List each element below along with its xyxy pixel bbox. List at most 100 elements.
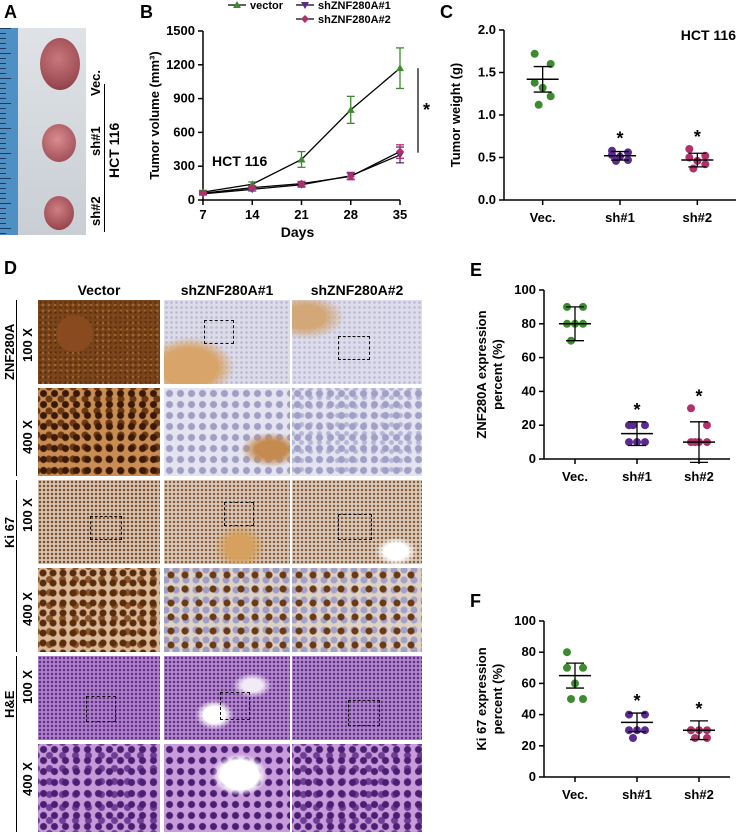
- y-tick-label: 40: [522, 383, 536, 398]
- significance-mark: *: [616, 129, 623, 149]
- col-header-vector: Vector: [77, 282, 121, 298]
- group-label-he: H&E: [2, 690, 17, 718]
- group-label-ki67: Ki 67: [2, 516, 17, 548]
- data-point: [530, 49, 539, 58]
- panel-letter-c: C: [440, 2, 453, 22]
- mag-label-1: 100 X: [20, 328, 35, 362]
- he-vec-400x: [38, 744, 160, 832]
- chart-e: E 0 20 40 60 80 100 ZNF280A expression percent …: [470, 260, 730, 484]
- y-axis-label: percent (%): [490, 339, 505, 410]
- group-label-znf280a: ZNF280A: [2, 323, 17, 380]
- y-tick-label: 0.5: [478, 150, 496, 165]
- data-point: [199, 189, 207, 198]
- x-tick-label: 21: [294, 207, 308, 222]
- ruler: [0, 28, 18, 235]
- y-axis-label: percent (%): [490, 664, 505, 735]
- data-point: [563, 663, 571, 672]
- y-tick-label: 80: [522, 316, 536, 331]
- y-tick-label: 0: [188, 192, 195, 207]
- data-point: [687, 404, 695, 413]
- tumor-vec: [40, 38, 80, 90]
- y-tick-label: 1.5: [478, 65, 496, 80]
- mag-label-2: 400 X: [20, 420, 35, 454]
- he-sh1-400x: [164, 744, 290, 832]
- chart-c: C 0.0 0.5 1.0 1.5 2.0 Tumor weight (g) Vec. sh#…: [440, 2, 736, 225]
- chart-b: B 0 300 600 900 1200 1500 Tumor volume (mm³) 7 1…: [140, 0, 430, 240]
- data-point: [641, 438, 649, 447]
- data-point: [567, 695, 575, 703]
- znf-sh2-400x: [292, 388, 422, 476]
- label-vec: Vec.: [88, 69, 103, 96]
- znf-sh1-100x: [164, 300, 290, 384]
- x-tick-label: sh#2: [684, 469, 714, 484]
- ki67-vec-400x: [38, 568, 160, 652]
- y-tick-label: 1.0: [478, 107, 496, 122]
- label-sh1: sh#1: [88, 126, 103, 156]
- inset-box: [204, 320, 234, 344]
- significance-mark: *: [694, 127, 701, 147]
- he-sh2-400x: [292, 744, 422, 832]
- data-point: [703, 734, 711, 742]
- data-point: [346, 172, 355, 181]
- y-tick-label: 2.0: [478, 22, 496, 37]
- panel-letter-e: E: [470, 260, 482, 280]
- data-point: [534, 100, 543, 109]
- data-point: [563, 648, 571, 657]
- x-axis-label: Days: [281, 224, 315, 240]
- y-tick-label: 600: [173, 124, 195, 139]
- data-point: [629, 734, 637, 742]
- x-tick-label: Vec.: [530, 210, 556, 225]
- sep-2: [16, 480, 17, 652]
- x-tick-label: sh#2: [684, 787, 714, 802]
- inset-box: [338, 514, 372, 540]
- x-tick-label: 35: [393, 207, 407, 222]
- inset-box: [220, 692, 250, 720]
- series-line: [202, 67, 401, 193]
- data-point: [579, 663, 587, 672]
- y-tick-label: 20: [522, 417, 536, 432]
- inset-box: [348, 700, 380, 726]
- chart-annotation: HCT 116: [681, 27, 736, 43]
- sep-3: [16, 656, 17, 832]
- data-point: [641, 710, 649, 719]
- inset-box: [86, 696, 116, 722]
- significance-mark: *: [423, 100, 430, 120]
- chart-annotation: HCT 116: [212, 153, 267, 169]
- y-tick-label: 1500: [166, 23, 195, 38]
- znf-sh1-400x: [164, 388, 290, 476]
- he-sh1-100x: [164, 656, 290, 740]
- data-point: [546, 92, 555, 101]
- data-point: [685, 145, 694, 153]
- data-point: [625, 726, 633, 735]
- inset-box: [338, 336, 370, 360]
- data-point: [625, 710, 633, 719]
- legend-label: shZNF280A#2: [318, 14, 391, 26]
- y-tick-label: 900: [173, 91, 195, 106]
- panel-a: A Vec. sh#1 sh#2 HCT 116: [0, 0, 122, 235]
- mag-label-6: 400 X: [20, 762, 35, 796]
- col-header-sh1: shZNF280A#1: [180, 282, 274, 298]
- data-point: [641, 726, 649, 735]
- chart-f: F 0 20 40 60 80 100 Ki 67 expression percent (%…: [470, 591, 730, 802]
- y-tick-label: 20: [522, 738, 536, 753]
- tumor-sh2: [44, 196, 74, 230]
- data-point: [396, 64, 404, 72]
- inset-box: [90, 516, 122, 540]
- y-tick-label: 0: [529, 451, 536, 466]
- data-point: [641, 421, 649, 430]
- data-point: [629, 421, 637, 430]
- y-tick-label: 1200: [166, 57, 195, 72]
- x-tick-label: sh#1: [622, 787, 652, 802]
- x-tick-label: sh#1: [622, 469, 652, 484]
- y-tick-label: 300: [173, 158, 195, 173]
- tumor-sh1: [42, 124, 76, 162]
- znf-vec-100x: [38, 300, 160, 384]
- legend-label: vector: [250, 0, 284, 12]
- data-point: [625, 438, 633, 447]
- y-tick-label: 0.0: [478, 192, 496, 207]
- x-tick-label: 28: [344, 207, 358, 222]
- panel-letter-f: F: [470, 591, 481, 611]
- data-point: [612, 156, 620, 165]
- x-tick-label: 7: [199, 207, 206, 222]
- panel-letter-d: D: [4, 258, 17, 278]
